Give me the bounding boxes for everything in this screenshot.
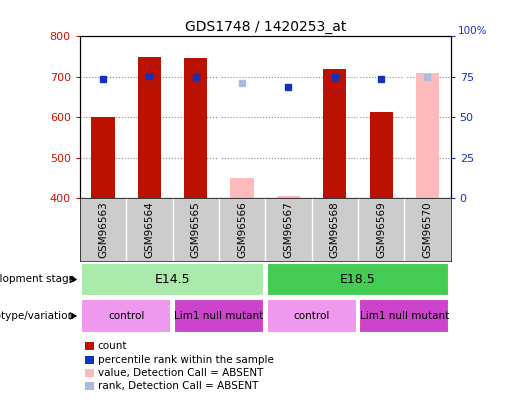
Bar bbox=[92, 117, 114, 198]
Bar bbox=[267, 299, 356, 333]
Text: control: control bbox=[294, 311, 330, 321]
Bar bbox=[267, 263, 449, 296]
Text: GSM96567: GSM96567 bbox=[283, 202, 294, 258]
Bar bbox=[359, 299, 449, 333]
Text: development stage: development stage bbox=[0, 275, 75, 284]
Bar bbox=[81, 263, 264, 296]
Text: GSM96564: GSM96564 bbox=[144, 202, 154, 258]
Bar bbox=[81, 299, 171, 333]
Text: GSM96566: GSM96566 bbox=[237, 202, 247, 258]
Text: 100%: 100% bbox=[458, 26, 488, 36]
Text: value, Detection Call = ABSENT: value, Detection Call = ABSENT bbox=[98, 368, 263, 378]
Bar bbox=[277, 196, 300, 198]
Bar bbox=[369, 112, 392, 198]
Bar bbox=[231, 178, 253, 198]
Text: GSM96568: GSM96568 bbox=[330, 202, 340, 258]
Text: E14.5: E14.5 bbox=[154, 273, 191, 286]
Bar bbox=[174, 299, 264, 333]
Bar bbox=[138, 57, 161, 198]
Text: genotype/variation: genotype/variation bbox=[0, 311, 75, 321]
Bar bbox=[416, 73, 439, 198]
Text: percentile rank within the sample: percentile rank within the sample bbox=[98, 355, 274, 364]
Text: GSM96563: GSM96563 bbox=[98, 202, 108, 258]
Title: GDS1748 / 1420253_at: GDS1748 / 1420253_at bbox=[184, 20, 346, 34]
Text: rank, Detection Call = ABSENT: rank, Detection Call = ABSENT bbox=[98, 382, 258, 391]
Bar bbox=[323, 69, 346, 198]
Text: Lim1 null mutant: Lim1 null mutant bbox=[359, 311, 449, 321]
Text: count: count bbox=[98, 341, 127, 351]
Text: E18.5: E18.5 bbox=[340, 273, 376, 286]
Text: Lim1 null mutant: Lim1 null mutant bbox=[174, 311, 264, 321]
Text: GSM96565: GSM96565 bbox=[191, 202, 201, 258]
Text: GSM96569: GSM96569 bbox=[376, 202, 386, 258]
Text: GSM96570: GSM96570 bbox=[422, 202, 433, 258]
Text: control: control bbox=[108, 311, 144, 321]
Bar bbox=[184, 58, 207, 198]
